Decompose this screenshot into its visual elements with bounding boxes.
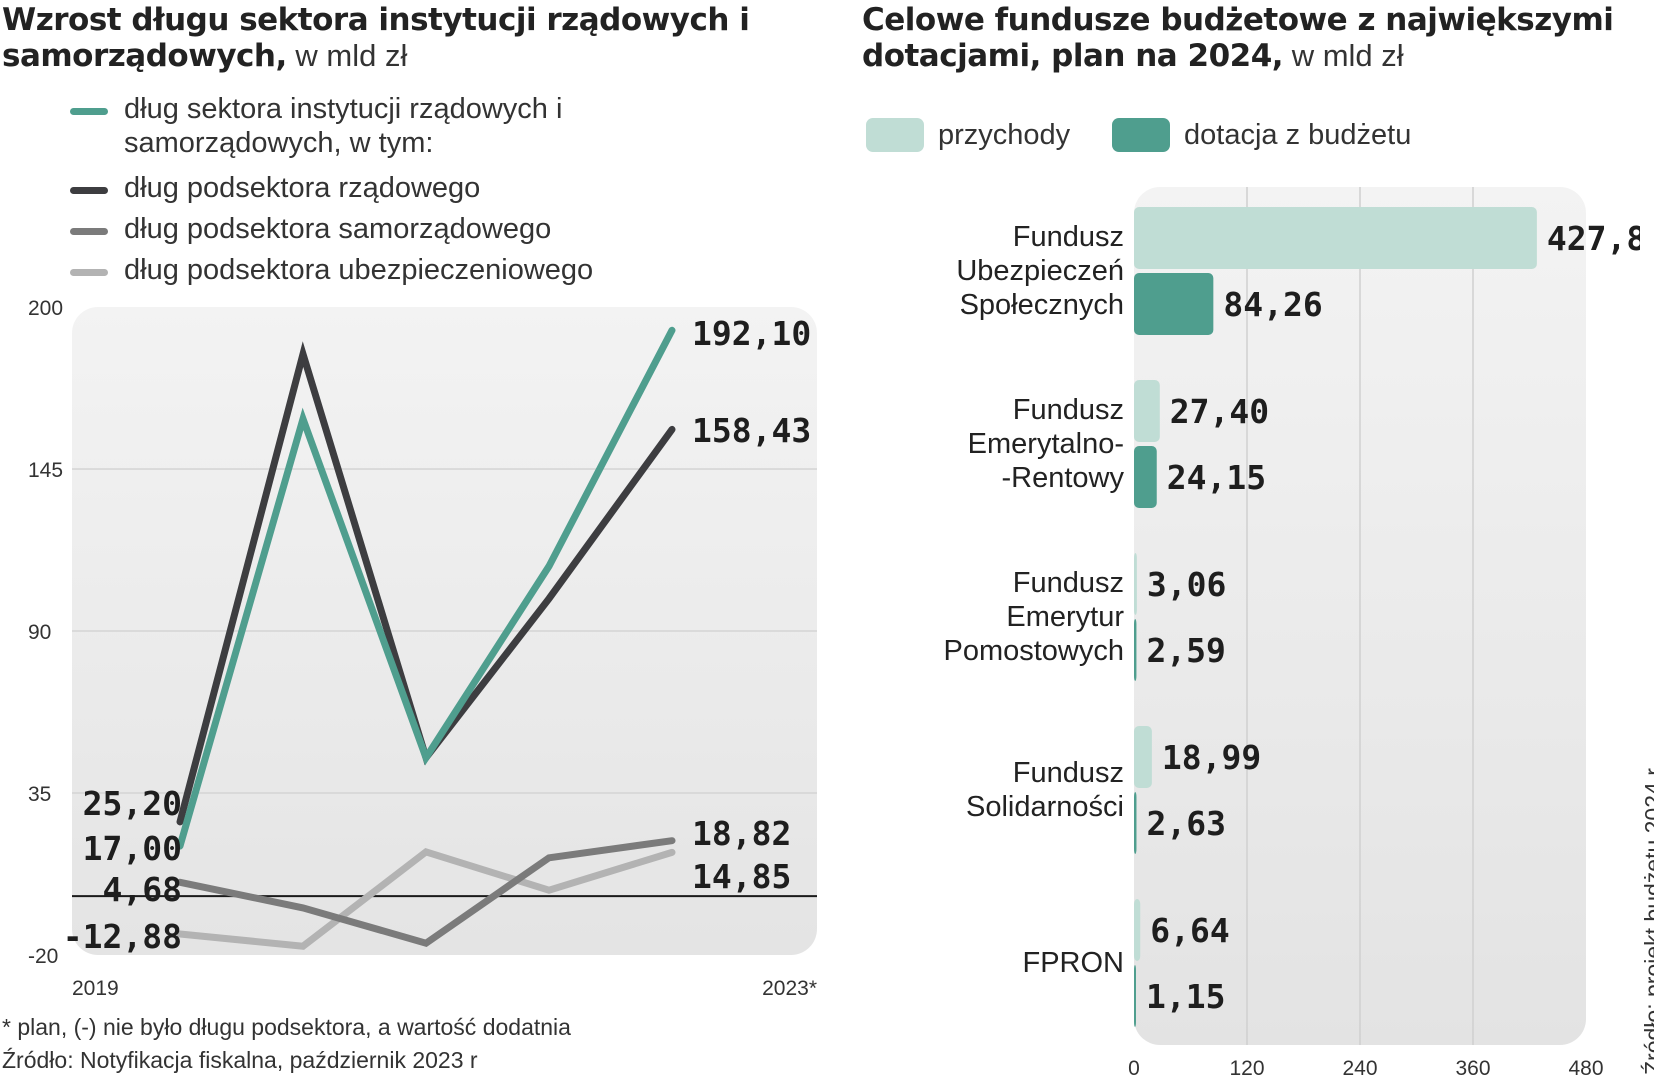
category-label: -Rentowy bbox=[1002, 462, 1125, 494]
bar bbox=[1134, 619, 1137, 681]
x-tick-label: 360 bbox=[1455, 1057, 1490, 1080]
data-label: 14,85 bbox=[692, 857, 791, 896]
legend-label: dług podsektora rządowego bbox=[124, 172, 481, 204]
legend-item-insurance-debt: dług podsektora ubezpieczeniowego bbox=[70, 253, 593, 287]
legend-label: przychody bbox=[938, 119, 1071, 151]
legend-swatch bbox=[70, 269, 108, 276]
data-labels: 25,20 17,004,68 -12,88 192,10 158,43 18,82 14,… bbox=[63, 314, 811, 956]
x-tick-label: 120 bbox=[1229, 1057, 1264, 1080]
left-chart-title: Wzrost długu sektora instytucji rządowyc… bbox=[2, 2, 762, 74]
x-tick-label: 240 bbox=[1342, 1057, 1377, 1080]
category-labels: FunduszUbezpieczeńSpołecznychFunduszEmer… bbox=[943, 221, 1124, 979]
bar bbox=[1134, 380, 1160, 442]
category-label: FPRON bbox=[1023, 947, 1125, 979]
y-tick-label: 145 bbox=[28, 459, 63, 482]
data-label: 158,43 bbox=[692, 411, 811, 450]
legend-swatch bbox=[1112, 118, 1170, 152]
data-label: 2,59 bbox=[1146, 631, 1225, 670]
legend-label: dług sektora instytucji rządowych i samo… bbox=[124, 93, 563, 159]
data-label: 84,26 bbox=[1223, 285, 1322, 324]
x-tick-label: 2023* bbox=[762, 977, 817, 1000]
series-lines bbox=[176, 326, 676, 950]
gridlines bbox=[1246, 187, 1474, 1045]
data-label: 3,06 bbox=[1147, 565, 1226, 604]
legend-item-revenue: przychody bbox=[866, 118, 1070, 152]
category-label: Fundusz bbox=[1013, 567, 1124, 599]
bars: 427,84 84,26 27,40 24,15 3,06 2,59 18,99 2,63 6,… bbox=[1134, 207, 1640, 1027]
category-label: Społecznych bbox=[960, 289, 1124, 321]
data-label: 27,40 bbox=[1170, 392, 1269, 431]
right-chart-title-unit: w mld zł bbox=[1283, 38, 1404, 73]
data-label: 17,00 bbox=[83, 829, 182, 868]
category-label: Emerytalno- bbox=[968, 428, 1124, 460]
category-label: Emerytur bbox=[1006, 601, 1124, 633]
category-label: Fundusz bbox=[1013, 221, 1124, 253]
bar bbox=[1134, 726, 1152, 788]
legend-label: dług podsektora ubezpieczeniowego bbox=[124, 254, 594, 286]
x-tick-label: 480 bbox=[1568, 1057, 1603, 1080]
bar bbox=[1134, 792, 1137, 854]
bar bbox=[1134, 553, 1137, 615]
category-label: Fundusz bbox=[1013, 394, 1124, 426]
data-label: 25,20 bbox=[83, 784, 182, 823]
legend-swatch bbox=[866, 118, 924, 152]
category-label: Fundusz bbox=[1013, 757, 1124, 789]
data-label: -12,88 bbox=[63, 917, 182, 956]
legend-swatch bbox=[70, 108, 108, 115]
x-axis-ticks: 0 120 240 360 480 bbox=[1128, 1057, 1603, 1080]
legend-item-subsidy: dotacja z budżetu bbox=[1112, 118, 1411, 152]
bar bbox=[1134, 446, 1157, 508]
legend-item-local-government-debt: dług podsektora samorządowego bbox=[70, 212, 551, 246]
line-chart: 200 145 90 35 -20 25,20 17,004,68 -12,88 192,10… bbox=[28, 297, 817, 1000]
right-chart-source: Źródło: projekt budżetu 2024 r. bbox=[1640, 763, 1654, 1075]
x-tick-label: 2019 bbox=[72, 977, 119, 1000]
left-chart-source: Źródło: Notyfikacja fiskalna, październi… bbox=[2, 1047, 478, 1073]
right-chart-title: Celowe fundusze budżetowe z największymi… bbox=[862, 2, 1652, 74]
bar bbox=[1134, 965, 1136, 1027]
x-tick-label: 0 bbox=[1128, 1057, 1140, 1080]
left-chart-title-unit: w mld zł bbox=[286, 38, 408, 73]
bar bbox=[1134, 207, 1537, 269]
bar-chart: 427,84 84,26 27,40 24,15 3,06 2,59 18,99 2,63 6,… bbox=[943, 187, 1640, 1080]
y-tick-label: 200 bbox=[28, 297, 63, 320]
legend-item-sector-debt: dług sektora instytucji rządowych i samo… bbox=[70, 92, 584, 160]
series-line bbox=[176, 837, 676, 948]
series-line bbox=[176, 326, 676, 850]
data-label: 18,82 bbox=[692, 814, 791, 853]
data-label: 427,84 bbox=[1547, 219, 1640, 258]
category-label: Solidarności bbox=[966, 791, 1124, 823]
data-label: 4,68 bbox=[103, 870, 182, 909]
legend-item-government-debt: dług podsektora rządowego bbox=[70, 171, 480, 205]
x-axis-ticks: 2019 2023* bbox=[72, 977, 817, 1000]
data-label: 192,10 bbox=[692, 314, 811, 353]
data-label: 2,63 bbox=[1146, 804, 1225, 843]
category-label: Ubezpieczeń bbox=[956, 255, 1124, 287]
left-chart-footnote: * plan, (-) nie było długu podsektora, a… bbox=[2, 1014, 571, 1040]
y-tick-label: 35 bbox=[28, 783, 51, 806]
y-axis-ticks: 200 145 90 35 -20 bbox=[28, 297, 63, 968]
series-line bbox=[176, 848, 676, 950]
legend-label: dług podsektora samorządowego bbox=[124, 213, 552, 245]
category-label: Pomostowych bbox=[943, 635, 1124, 667]
right-chart-title-text: Celowe fundusze budżetowe z największymi… bbox=[862, 2, 1614, 74]
data-label: 6,64 bbox=[1150, 911, 1229, 950]
legend-label: dotacja z budżetu bbox=[1184, 119, 1412, 151]
data-label: 24,15 bbox=[1167, 458, 1266, 497]
legend-swatch bbox=[70, 228, 108, 235]
y-tick-label: 90 bbox=[28, 621, 51, 644]
bar bbox=[1134, 899, 1141, 961]
data-label: 18,99 bbox=[1162, 738, 1261, 777]
left-chart-title-text: Wzrost długu sektora instytucji rządowyc… bbox=[2, 2, 750, 74]
legend-swatch bbox=[70, 187, 108, 194]
data-label: 1,15 bbox=[1146, 977, 1225, 1016]
bar bbox=[1134, 273, 1214, 335]
y-tick-label: -20 bbox=[28, 945, 58, 968]
